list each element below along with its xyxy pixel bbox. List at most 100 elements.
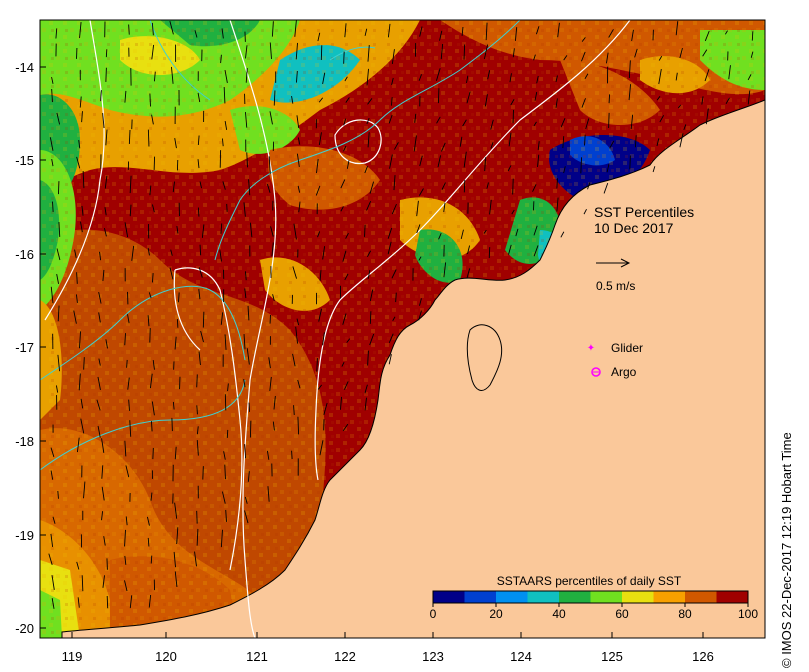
current-vector [435,68,441,81]
contour-lines [44,20,631,638]
current-vector [511,209,515,215]
current-vector [490,142,494,149]
current-vector [201,224,205,238]
current-vector [366,68,369,86]
current-vector [418,188,424,196]
current-vector [344,23,347,38]
current-vector [194,551,197,567]
current-vector [220,223,223,234]
arrow-scale-label: 0.5 m/s [596,279,635,293]
current-vector [79,331,81,349]
current-vector [605,52,609,64]
current-vector [57,305,60,322]
current-vector [174,502,178,519]
current-vector [340,396,342,410]
current-vector [226,429,229,438]
current-vector [747,74,752,81]
current-vector [322,72,326,85]
current-vector [129,420,132,437]
current-vector [81,575,84,592]
current-vector [317,32,321,42]
current-vector [194,30,198,38]
glider-marker: ✦ [587,343,595,354]
colorbar-swatch [716,591,749,603]
current-vector [537,141,540,150]
x-tick-label: 121 [246,649,268,664]
current-vector [153,71,156,82]
current-vector [652,166,656,173]
current-vector [393,142,399,150]
current-vector [76,437,80,453]
current-vector [533,121,537,127]
current-vector [560,118,566,128]
current-vector [318,308,322,322]
current-vector [196,374,198,388]
current-vector [364,397,367,411]
legend-tick-label: 40 [552,607,566,621]
current-vector [532,184,537,192]
current-vector [170,249,173,256]
current-vector [634,135,637,148]
colorbar-swatch [622,591,654,603]
current-vector [125,516,128,526]
current-vector [340,206,344,212]
current-vector [466,75,469,83]
current-vector [178,292,180,303]
current-vector [295,326,298,344]
current-vector [269,111,273,125]
x-tick-label: 119 [62,649,83,664]
current-vector [583,208,587,215]
current-vector [556,178,558,189]
current-vector [49,137,54,151]
current-vector [98,291,102,304]
current-vector [243,334,246,350]
current-vector [146,516,150,526]
current-vector [628,84,632,101]
current-vector [272,421,275,431]
current-vector [292,266,297,279]
scale-arrow [596,258,631,268]
current-vector [269,376,272,391]
current-vector [512,178,514,195]
plot-frame [39,19,766,639]
current-vector [460,229,464,240]
current-vector [151,44,155,60]
current-vector [562,136,565,149]
current-vector [272,294,275,301]
current-vector [81,205,84,216]
colorbar-swatch [685,591,717,603]
current-vector [459,136,463,147]
current-vector [419,298,422,306]
current-vector [74,249,77,258]
current-vector [50,447,55,457]
current-vector [174,336,177,350]
current-vector [364,28,368,36]
legend-tick-label: 100 [738,607,758,621]
current-vector [751,31,754,41]
y-tick-label: -15 [15,153,34,168]
current-vector [202,466,204,480]
current-vector [169,21,174,35]
current-vector [443,202,446,213]
current-vector [124,580,128,592]
current-vector [677,104,682,109]
current-vector [51,159,54,167]
current-vector [147,537,150,547]
current-vector [101,486,105,501]
current-vector [198,267,203,278]
current-vector [129,175,132,194]
current-vector [224,464,226,480]
current-vector [223,451,226,460]
current-vector [199,181,203,189]
current-vector [224,334,227,350]
current-vector [124,333,126,346]
current-vector [151,114,154,125]
current-vector [247,471,250,482]
current-vector [57,354,61,372]
current-vector [557,22,560,38]
x-tick-label: 124 [510,649,532,664]
y-tick-label: -20 [15,621,34,636]
current-vector [267,486,270,502]
current-vector [198,351,201,366]
current-vector [437,155,442,168]
